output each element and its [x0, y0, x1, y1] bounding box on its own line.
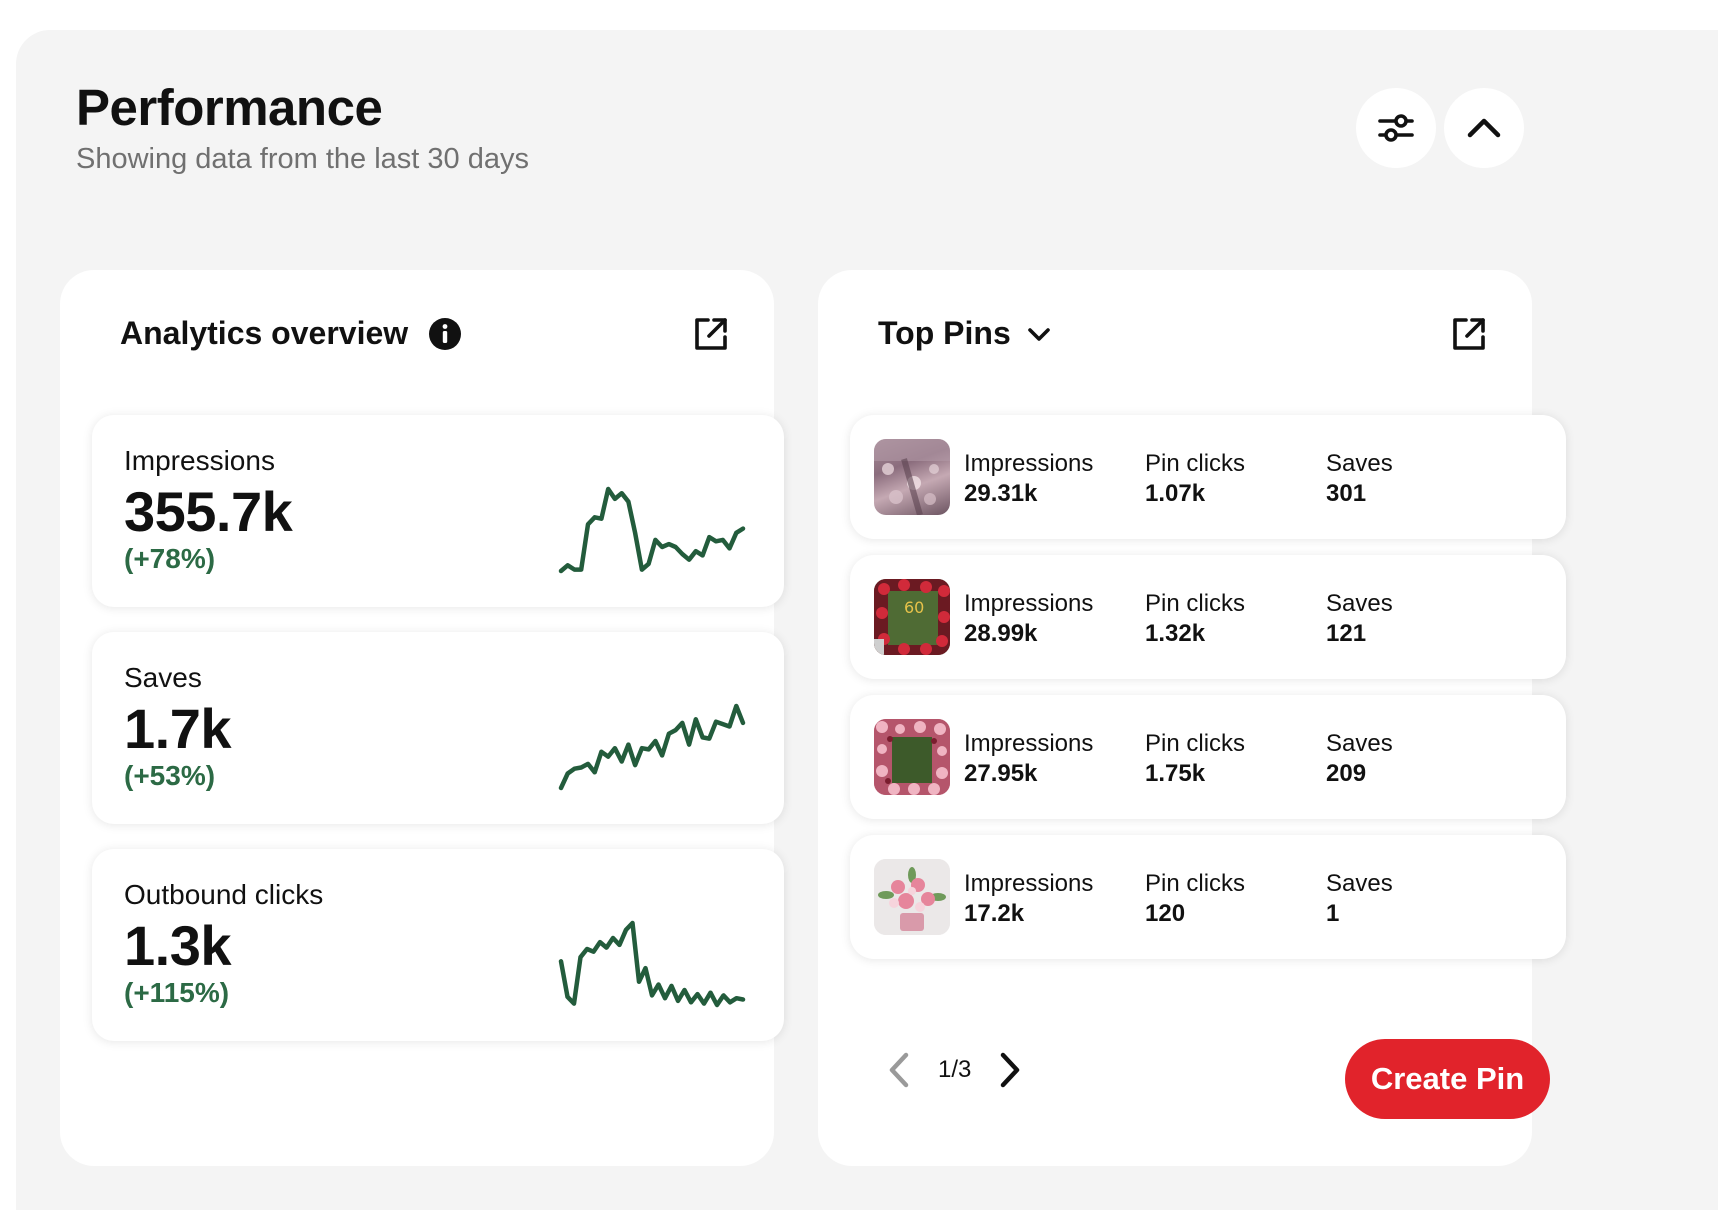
metric-label: Outbound clicks — [124, 879, 324, 910]
outbound-clicks-sparkline — [558, 920, 746, 1008]
top-pins-card: Top Pins — [818, 270, 1566, 1166]
analytics-overview-card: Analytics overview Impressions 355.7k (+… — [60, 270, 784, 1166]
metric-label: Impressions — [124, 445, 275, 476]
sparkline-path — [558, 486, 746, 574]
pin-impressions: Impressions 29.31k — [964, 450, 1094, 507]
sparkline-path — [558, 920, 746, 1008]
metric-card-saves[interactable]: Saves 1.7k (+53%) — [92, 632, 784, 824]
pin-clicks: Pin clicks 1.32k — [1145, 590, 1246, 647]
top-pin-row[interactable]: 60 Impressions 28.99k Pin clicks 1.32k S… — [850, 555, 1566, 679]
top-pins-dropdown[interactable]: Top Pins — [878, 315, 1053, 352]
top-pins-title: Top Pins — [878, 315, 1011, 351]
external-link-icon[interactable] — [691, 314, 731, 354]
metric-label: Saves — [124, 662, 202, 693]
pin-saves: Saves 209 — [1326, 730, 1393, 787]
flower-wall-image — [874, 719, 950, 795]
pin-clicks: Pin clicks 1.07k — [1145, 450, 1246, 507]
chevron-up-icon — [1467, 118, 1501, 138]
chevron-right-icon[interactable] — [993, 1050, 1027, 1090]
create-pin-button[interactable]: Create Pin — [1345, 1039, 1550, 1119]
top-pin-row[interactable]: Impressions 17.2k Pin clicks 120 Saves 1 — [850, 835, 1566, 959]
external-link-icon[interactable] — [1449, 314, 1489, 354]
saves-sparkline — [558, 703, 746, 791]
metric-value: 355.7k — [124, 480, 293, 543]
info-icon[interactable] — [428, 317, 462, 351]
chevron-down-icon — [1027, 327, 1050, 341]
metric-value: 1.3k — [124, 914, 232, 977]
top-pin-row[interactable]: Impressions 29.31k Pin clicks 1.07k Save… — [850, 415, 1566, 539]
filter-button[interactable] — [1356, 88, 1436, 168]
chevron-left-icon[interactable] — [882, 1050, 916, 1090]
metric-card-outbound-clicks[interactable]: Outbound clicks 1.3k (+115%) — [92, 849, 784, 1041]
floral-frame-image: 60 — [874, 579, 950, 655]
pin-clicks: Pin clicks 1.75k — [1145, 730, 1246, 787]
analytics-title-row: Analytics overview — [120, 315, 462, 352]
pin-impressions: Impressions 17.2k — [964, 870, 1094, 927]
metric-card-impressions[interactable]: Impressions 355.7k (+78%) — [92, 415, 784, 607]
pin-clicks: Pin clicks 120 — [1145, 870, 1246, 927]
banquet-hall-image — [874, 439, 950, 515]
performance-panel: Performance Showing data from the last 3… — [16, 30, 1718, 1210]
page-title: Performance — [76, 79, 383, 136]
bouquet-image — [874, 859, 950, 935]
analytics-title: Analytics overview — [120, 315, 409, 351]
pin-saves: Saves 121 — [1326, 590, 1393, 647]
pagination: 1/3 — [882, 1050, 1027, 1090]
pin-impressions: Impressions 27.95k — [964, 730, 1094, 787]
metric-change: (+115%) — [124, 977, 230, 1008]
page-subtitle: Showing data from the last 30 days — [76, 143, 529, 175]
pin-impressions: Impressions 28.99k — [964, 590, 1094, 647]
metric-value: 1.7k — [124, 697, 232, 760]
impressions-sparkline — [558, 486, 746, 574]
sparkline-path — [558, 703, 746, 791]
top-pin-row[interactable]: Impressions 27.95k Pin clicks 1.75k Save… — [850, 695, 1566, 819]
pin-saves: Saves 301 — [1326, 450, 1393, 507]
collapse-button[interactable] — [1444, 88, 1524, 168]
metric-change: (+53%) — [124, 760, 216, 791]
sliders-icon — [1378, 114, 1414, 142]
metric-change: (+78%) — [124, 543, 216, 574]
pin-saves: Saves 1 — [1326, 870, 1393, 927]
svg-text:60: 60 — [904, 598, 924, 617]
page-indicator: 1/3 — [938, 1056, 972, 1083]
